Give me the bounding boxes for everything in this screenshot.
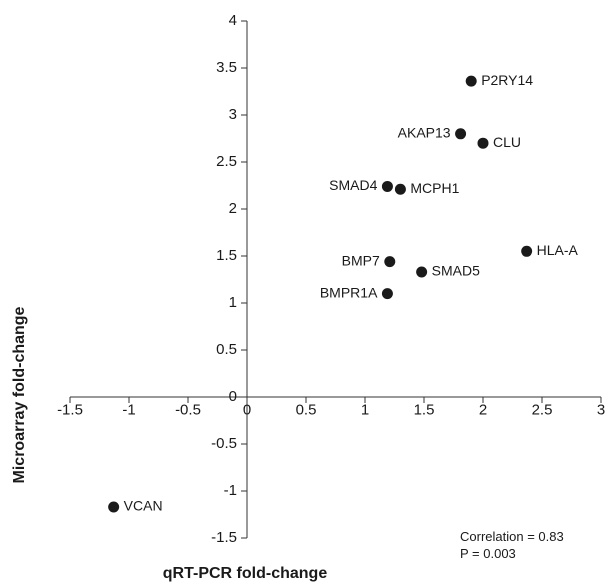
y-tick-label: 1.5 xyxy=(216,247,237,264)
y-tick-label: 3.5 xyxy=(216,59,237,76)
axes xyxy=(70,21,601,538)
data-point xyxy=(381,288,393,300)
data-point xyxy=(465,75,477,87)
point-label: MCPH1 xyxy=(410,180,459,196)
x-tick-label: -1.5 xyxy=(57,401,83,418)
p-value-annotation: P = 0.003 xyxy=(460,546,516,561)
y-tick-label: -0.5 xyxy=(211,435,237,452)
x-axis-title: qRT-PCR fold-change xyxy=(163,565,328,582)
y-tick-label: 2 xyxy=(229,200,237,217)
x-axis-ticks: -1.5 -1 -0.5 0 0.5 1 1.5 2 2.5 3 xyxy=(57,397,605,418)
x-tick-label: -0.5 xyxy=(175,401,201,418)
data-point xyxy=(384,256,396,268)
point-label: BMP7 xyxy=(342,252,380,268)
x-tick-label: 3 xyxy=(597,401,605,418)
y-tick-label: 0.5 xyxy=(216,341,237,358)
data-point xyxy=(394,183,406,195)
point-label: SMAD4 xyxy=(329,177,377,193)
data-point xyxy=(381,180,393,192)
point-label: SMAD5 xyxy=(432,263,480,279)
y-tick-label: -1 xyxy=(224,482,237,499)
y-tick-label: 0 xyxy=(229,388,237,405)
point-label: CLU xyxy=(493,134,521,150)
data-point xyxy=(108,501,120,513)
data-point xyxy=(416,266,428,278)
point-label: VCAN xyxy=(124,498,163,514)
y-tick-label: 1 xyxy=(229,294,237,311)
data-points: P2RY14 AKAP13 CLU SMAD4 MCPH1 HLA-A BMP7 SMAD5 B… xyxy=(108,72,579,514)
point-label: P2RY14 xyxy=(481,72,533,88)
y-tick-label: -1.5 xyxy=(211,529,237,546)
correlation-annotation: Correlation = 0.83 xyxy=(460,529,564,544)
y-tick-label: 4 xyxy=(229,12,237,29)
y-tick-label: 2.5 xyxy=(216,153,237,170)
x-tick-label: 0 xyxy=(243,401,251,418)
y-tick-label: 3 xyxy=(229,106,237,123)
point-label: BMPR1A xyxy=(320,284,378,300)
x-tick-label: 1.5 xyxy=(414,401,435,418)
point-label: AKAP13 xyxy=(398,125,451,141)
data-point xyxy=(455,128,467,140)
data-point xyxy=(521,245,533,257)
point-label: HLA-A xyxy=(537,242,579,258)
data-point xyxy=(477,137,489,149)
x-tick-label: 2 xyxy=(479,401,487,418)
x-tick-label: 2.5 xyxy=(532,401,553,418)
x-tick-label: 1 xyxy=(361,401,369,418)
y-axis-ticks: -1.5 -1 -0.5 0 0.5 1 1.5 2 2.5 3 3.5 4 xyxy=(211,12,247,546)
x-tick-label: 0.5 xyxy=(296,401,317,418)
y-axis-title: Microarray fold-change xyxy=(11,306,28,483)
x-tick-label: -1 xyxy=(122,401,135,418)
